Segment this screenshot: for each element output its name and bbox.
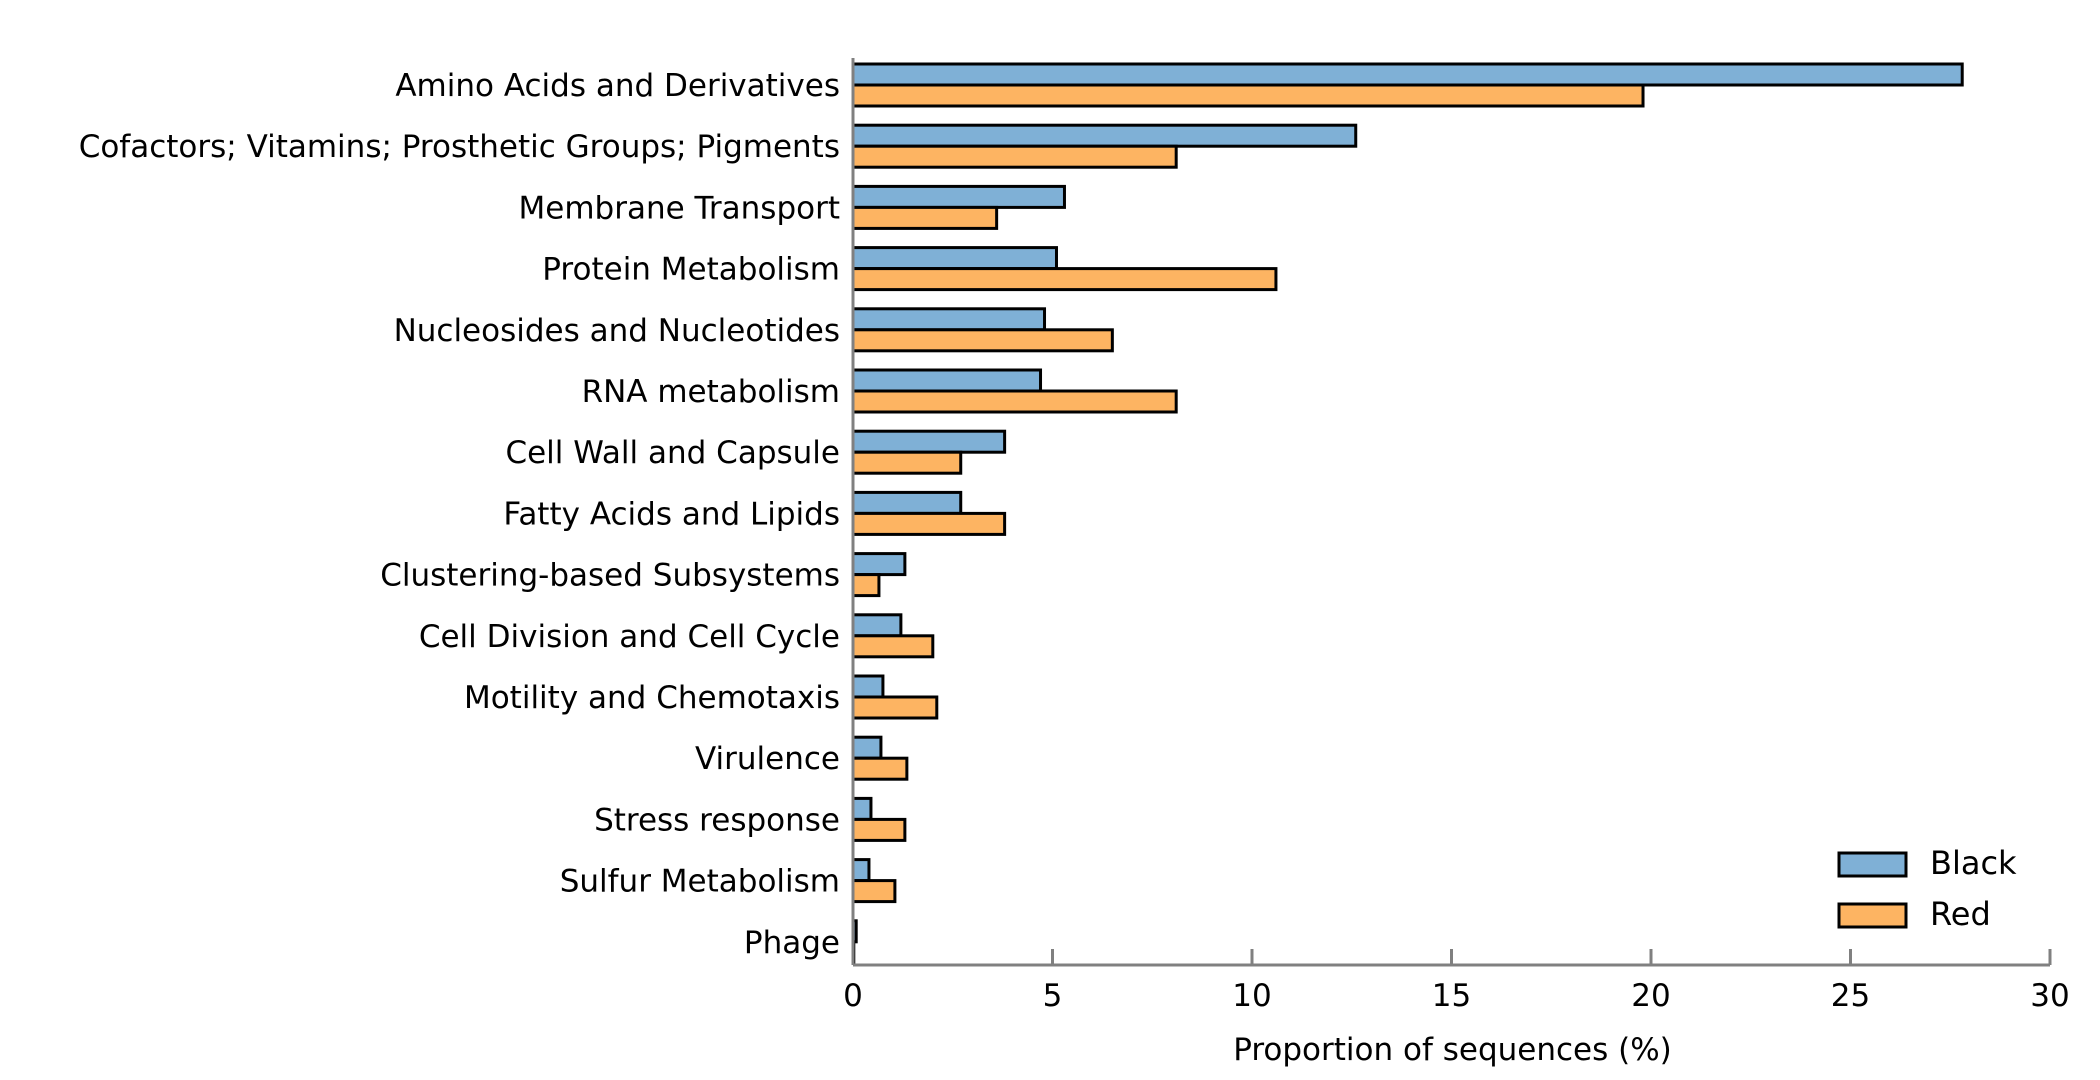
bar-black-13 xyxy=(851,858,871,883)
category-label: RNA metabolism xyxy=(582,374,840,410)
bar-black-11 xyxy=(851,735,883,760)
x-tick-label: 15 xyxy=(1432,978,1471,1014)
category-label: Protein Metabolism xyxy=(542,252,840,288)
x-axis-ticks: 0 5 10 15 20 25 30 xyxy=(843,949,2070,1014)
bar-red-4 xyxy=(851,328,1114,353)
legend-label-red: Red xyxy=(1930,895,1991,933)
bar-red-5 xyxy=(851,389,1178,414)
category-label: Phage xyxy=(744,925,840,961)
bar-red-7 xyxy=(851,511,1007,536)
bar-black-7 xyxy=(851,490,963,515)
legend-swatch-black xyxy=(1837,851,1908,878)
category-label: Stress response xyxy=(594,802,840,838)
x-axis-title: Proportion of sequences (%) xyxy=(1233,1032,1672,1068)
bar-black-10 xyxy=(851,674,885,699)
bar-black-9 xyxy=(851,613,903,638)
category-label: Cell Wall and Capsule xyxy=(505,435,840,471)
category-label: Nucleosides and Nucleotides xyxy=(394,313,840,349)
bars-group xyxy=(851,62,1964,965)
bar-black-8 xyxy=(851,552,907,577)
category-label: Membrane Transport xyxy=(519,190,840,226)
bar-red-0 xyxy=(851,83,1645,108)
legend-swatch-red xyxy=(1837,902,1908,929)
bar-red-11 xyxy=(851,756,909,781)
category-label: Fatty Acids and Lipids xyxy=(503,496,840,532)
category-label: Sulfur Metabolism xyxy=(560,864,840,900)
bar-black-5 xyxy=(851,368,1043,393)
bar-red-2 xyxy=(851,205,999,230)
category-label: Cell Division and Cell Cycle xyxy=(419,619,840,655)
legend: Black Red xyxy=(1837,844,2017,933)
bar-red-1 xyxy=(851,144,1178,169)
x-tick-label: 25 xyxy=(1831,978,1870,1014)
x-tick-label: 0 xyxy=(843,978,863,1014)
category-labels: Amino Acids and Derivatives Cofactors; Vi… xyxy=(79,68,840,961)
category-label: Virulence xyxy=(695,741,840,777)
x-tick-label: 30 xyxy=(2030,978,2069,1014)
bar-red-10 xyxy=(851,695,939,720)
bar-red-9 xyxy=(851,634,935,659)
bar-black-4 xyxy=(851,307,1047,332)
x-tick-label: 20 xyxy=(1631,978,1670,1014)
legend-label-black: Black xyxy=(1930,844,2017,882)
category-label: Motility and Chemotaxis xyxy=(464,680,840,716)
bar-black-2 xyxy=(851,184,1066,209)
bar-red-13 xyxy=(851,879,897,904)
bar-red-12 xyxy=(851,817,907,842)
bar-black-1 xyxy=(851,123,1358,148)
x-tick-label: 10 xyxy=(1232,978,1271,1014)
bar-black-3 xyxy=(851,246,1058,271)
bar-black-6 xyxy=(851,429,1007,454)
bar-red-6 xyxy=(851,450,963,475)
bar-red-8 xyxy=(851,573,881,598)
category-label: Cofactors; Vitamins; Prosthetic Groups; … xyxy=(79,129,840,165)
category-label: Amino Acids and Derivatives xyxy=(395,68,840,104)
bar-red-3 xyxy=(851,267,1278,292)
bar-black-12 xyxy=(851,796,873,821)
bar-black-0 xyxy=(851,62,1964,87)
category-label: Clustering-based Subsystems xyxy=(380,558,840,594)
x-tick-label: 5 xyxy=(1043,978,1063,1014)
